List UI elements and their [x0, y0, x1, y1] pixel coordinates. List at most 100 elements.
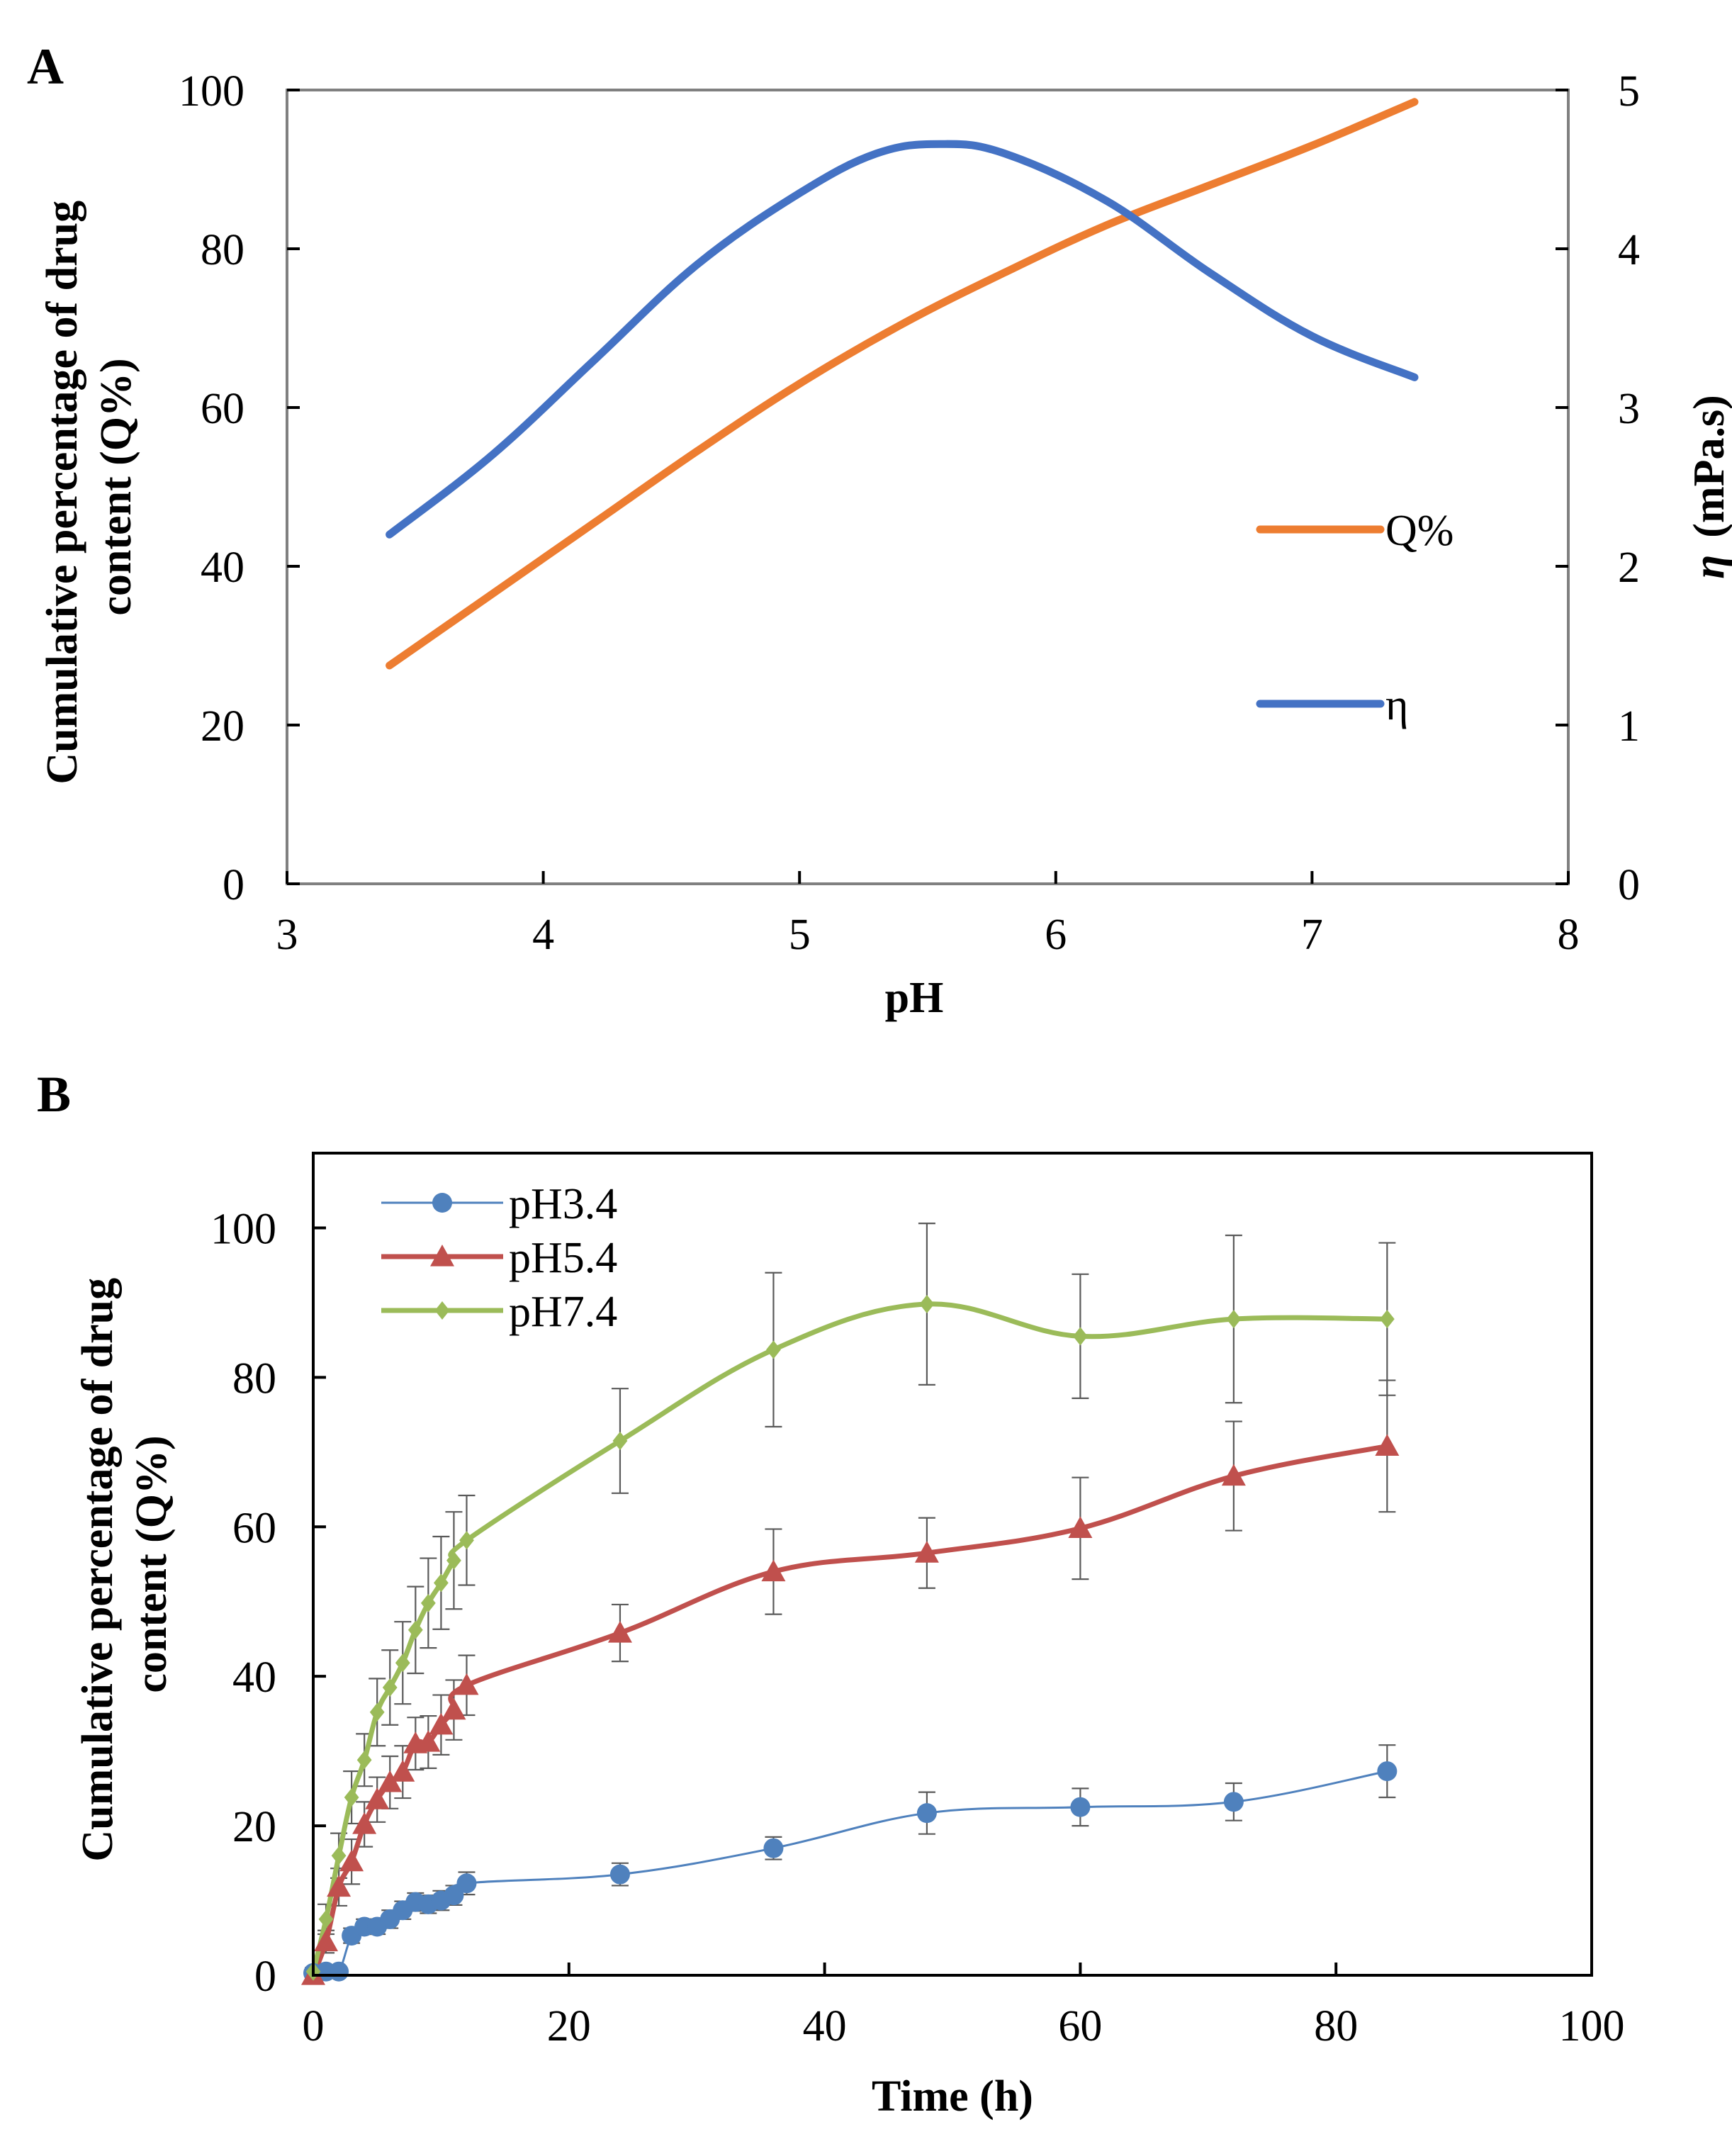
panel-b-data-point	[356, 1751, 372, 1770]
panel-b-x-tick-label: 0	[303, 2002, 325, 2050]
panel-b-letter: B	[37, 1066, 71, 1123]
panel-b-data-point	[407, 1620, 423, 1639]
panel-a-y2-tick-label: 0	[1618, 861, 1640, 909]
panel-b-legend: pH3.4 pH5.4 pH7.4	[381, 1180, 617, 1336]
panel-b-data-point	[378, 1770, 403, 1792]
panel-a-y2-tick-label: 3	[1618, 385, 1640, 433]
panel-b-data-point	[327, 1875, 352, 1897]
panel-b-data-point	[459, 1531, 474, 1550]
panel-a-x-tick-label: 4	[532, 911, 554, 959]
panel-b-ticks: 0 20 40 60 80 100 0 20 40 60 80 100	[210, 1205, 1625, 2050]
panel-a-plot-frame	[286, 89, 1570, 885]
panel-b-data-point	[1068, 1516, 1093, 1538]
panel-b-legend-label: pH7.4	[509, 1288, 617, 1336]
panel-b-y-axis-label-line-2: content (Q%)	[128, 1435, 176, 1692]
panel-b-data-point	[329, 1961, 349, 1982]
panel-b-legend-marker	[430, 1245, 454, 1267]
panel-b-data-point	[434, 1573, 449, 1593]
panel-b-data-point	[919, 1295, 935, 1314]
panel-b-data-point	[761, 1559, 786, 1582]
panel-b-data-point	[395, 1654, 410, 1673]
panel-b-x-tick-label: 60	[1058, 2002, 1102, 2050]
panel-b-data-point	[1070, 1797, 1091, 1817]
panel-b-data-point	[446, 1551, 461, 1570]
panel-a-series-line-eta	[386, 140, 1419, 539]
panel-a-letter: A	[27, 38, 64, 95]
panel-b-data-point	[456, 1873, 477, 1894]
panel-b-plot-frame	[312, 1152, 1593, 1977]
panel-b-data-point	[1073, 1327, 1088, 1346]
panel-a-y2-tick-label: 2	[1618, 544, 1640, 592]
panel-b-data-point	[444, 1885, 464, 1906]
panel-b-data-point	[352, 1812, 377, 1834]
panel-a-y-tick-label: 100	[179, 67, 244, 116]
panel-b-data-point	[314, 1929, 339, 1952]
panel-a-x-tick-label: 5	[789, 911, 811, 959]
panel-b-markers	[301, 1295, 1400, 1985]
panel-a-legend-label: η	[1385, 681, 1408, 729]
panel-b-y-tick-label: 80	[232, 1354, 276, 1403]
panel-b-data-point	[331, 1846, 347, 1865]
panel-b-y-tick-label: 100	[210, 1205, 276, 1253]
panel-b-data-point	[609, 1864, 630, 1885]
panel-b-x-tick-label: 80	[1314, 2002, 1358, 2050]
panel-b-data-point	[612, 1432, 628, 1450]
panel-b-x-tick-label: 40	[803, 2002, 847, 2050]
panel-b-legend-marker	[432, 1193, 452, 1213]
panel-a-y-tick-label: 40	[201, 544, 244, 592]
panel-b-x-tick-label: 100	[1559, 2002, 1625, 2050]
panel-b-data-point	[916, 1803, 937, 1824]
panel-a-series	[386, 98, 1419, 670]
panel-b-legend-label: pH5.4	[509, 1234, 617, 1282]
panel-b-error-bars	[305, 1223, 1396, 1977]
panel-b-y-axis-label: Cumulative percentage of drug content (Q…	[74, 1267, 176, 1861]
panel-a-x-tick-label: 6	[1045, 911, 1067, 959]
panel-b-series-line-ph5-4	[310, 1443, 1388, 1977]
panel-b-data-point	[369, 1702, 385, 1722]
panel-b-data-point	[1375, 1434, 1400, 1456]
panel-b-legend-label: pH3.4	[509, 1180, 617, 1228]
panel-b-data-point	[442, 1697, 466, 1720]
panel-b-x-tick-label: 20	[547, 2002, 591, 2050]
panel-a-y2-axis-label: η (mPa.s)	[1685, 395, 1732, 578]
panel-a-y2-tick-label: 4	[1618, 226, 1640, 274]
panel-b: B 0 20 40 60 80 100 0 20 40 60 80 100 Cumulative pe…	[37, 1066, 1625, 2121]
panel-a-x-axis-label: pH	[885, 974, 944, 1022]
panel-b-data-point	[339, 1849, 364, 1872]
panel-b-series	[310, 1301, 1388, 1977]
panel-a-y-axis-label-line-2: content (Q%)	[92, 358, 140, 615]
panel-b-data-point	[607, 1621, 632, 1643]
panel-a-y2-tick-label: 1	[1618, 702, 1640, 751]
panel-b-data-point	[416, 1729, 441, 1752]
panel-b-data-point	[390, 1760, 415, 1782]
panel-a-y-axis-label-line-1: Cumulative percentage of drug	[38, 201, 86, 785]
panel-a-legend: Q% η	[1256, 507, 1453, 729]
panel-a-x-tick-label: 8	[1558, 911, 1580, 959]
panel-b-data-point	[1223, 1792, 1244, 1812]
panel-b-data-point	[763, 1838, 784, 1858]
panel-a-x-tick-label: 3	[276, 911, 298, 959]
panel-b-data-point	[1377, 1761, 1398, 1782]
panel-b-data-point	[365, 1787, 390, 1809]
panel-a-y2-tick-label: 5	[1618, 67, 1640, 116]
panel-b-data-point	[344, 1788, 359, 1807]
panel-b-data-point	[318, 1909, 334, 1928]
panel-b-data-point	[1379, 1310, 1395, 1329]
panel-b-y-tick-label: 40	[232, 1654, 276, 1702]
panel-b-data-point	[914, 1541, 939, 1563]
panel-a-y-tick-label: 60	[201, 385, 244, 433]
panel-b-data-point	[429, 1712, 454, 1735]
panel-a-y-tick-label: 20	[201, 702, 244, 751]
panel-a-x-tick-label: 7	[1301, 911, 1323, 959]
panel-b-data-point	[420, 1593, 436, 1612]
panel-b-data-point	[454, 1673, 479, 1695]
panel-b-legend-marker	[434, 1301, 450, 1320]
panel-b-data-point	[382, 1678, 398, 1697]
panel-a-y-tick-label: 0	[223, 861, 244, 909]
panel-a-y-axis-label: Cumulative percentage of drug content (Q…	[38, 189, 140, 784]
panel-a-y-tick-label: 80	[201, 226, 244, 274]
panel-b-x-axis-label: Time (h)	[872, 2072, 1033, 2121]
panel-b-y-tick-label: 60	[232, 1504, 276, 1552]
